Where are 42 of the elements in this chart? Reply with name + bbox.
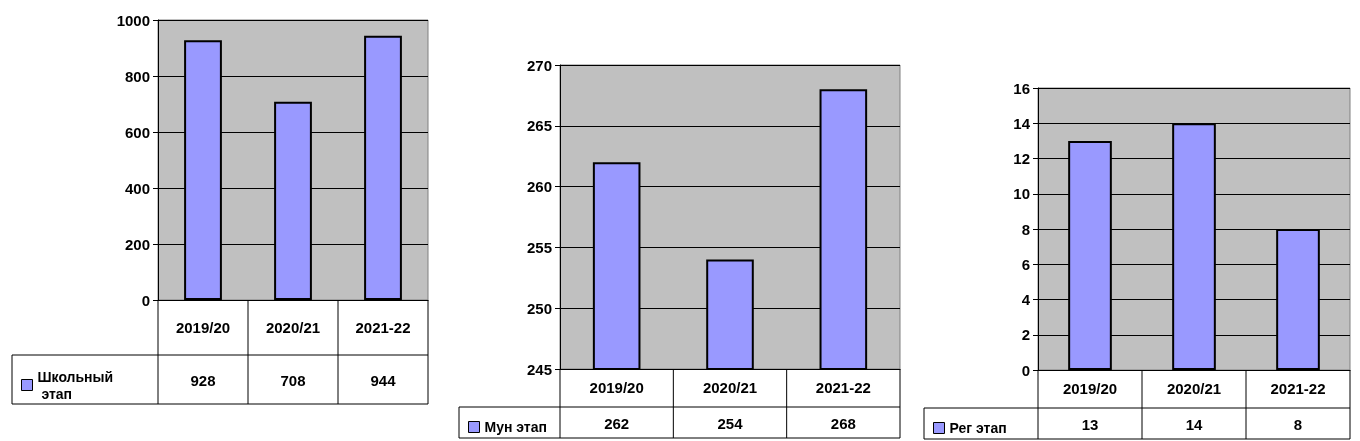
data-label: 928 bbox=[190, 371, 216, 389]
x-tick-label: 2019/20 bbox=[589, 379, 644, 396]
y-tick-label: 1000 bbox=[116, 11, 150, 29]
y-tick-label: 270 bbox=[526, 56, 552, 74]
data-label: 8 bbox=[1293, 415, 1303, 433]
y-tick-label: 16 bbox=[1013, 79, 1030, 97]
y-tick-label: 12 bbox=[1013, 150, 1030, 167]
y-tick-label: 265 bbox=[526, 117, 552, 135]
data-label: 262 bbox=[604, 414, 630, 432]
y-tick-label: 8 bbox=[1021, 220, 1030, 238]
y-tick-label: 250 bbox=[526, 299, 552, 317]
x-tick-label: 2020/21 bbox=[265, 318, 321, 336]
data-label: 254 bbox=[717, 414, 744, 432]
y-tick-label: 6 bbox=[1021, 255, 1030, 273]
x-tick-label: 2021-22 bbox=[1270, 380, 1326, 397]
x-tick-label: 2021-22 bbox=[815, 379, 871, 396]
y-tick-label: 200 bbox=[124, 235, 150, 253]
y-tick-label: 0 bbox=[1021, 361, 1030, 379]
y-tick-label: 260 bbox=[526, 178, 552, 196]
legend-label: Рег этап bbox=[949, 420, 1007, 436]
legend-label: Мун этап bbox=[484, 419, 547, 435]
y-tick-label: 245 bbox=[526, 360, 552, 378]
y-tick-label: 14 bbox=[1013, 114, 1031, 132]
x-tick-label: 2019/20 bbox=[1062, 380, 1118, 397]
data-label: 14 bbox=[1185, 415, 1203, 433]
data-label: 708 bbox=[280, 371, 306, 389]
data-label: 13 bbox=[1081, 415, 1099, 433]
x-tick-label: 2019/20 bbox=[175, 318, 231, 336]
y-tick-label: 2 bbox=[1021, 326, 1030, 344]
y-tick-label: 600 bbox=[124, 123, 150, 141]
x-tick-label: 2020/21 bbox=[1166, 380, 1222, 397]
y-tick-label: 800 bbox=[124, 67, 150, 85]
x-tick-label: 2021-22 bbox=[355, 318, 411, 336]
data-label: 944 bbox=[370, 371, 397, 389]
data-label: 268 bbox=[830, 414, 856, 432]
y-tick-label: 10 bbox=[1013, 185, 1030, 203]
y-tick-label: 4 bbox=[1021, 291, 1031, 308]
x-tick-label: 2020/21 bbox=[702, 379, 758, 396]
y-tick-label: 0 bbox=[141, 291, 150, 309]
y-tick-label: 400 bbox=[124, 179, 150, 197]
legend-label: Школьный этап bbox=[37, 368, 114, 402]
y-tick-label: 255 bbox=[526, 238, 552, 256]
